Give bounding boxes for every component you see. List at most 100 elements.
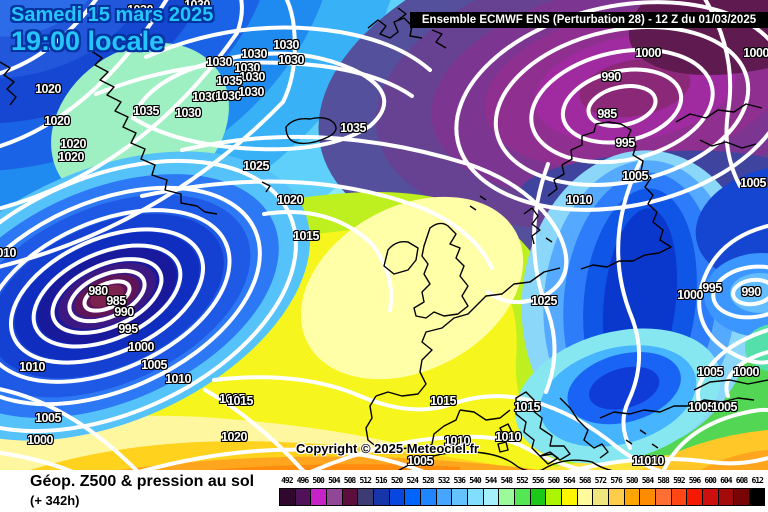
colorbar-tick: 552 <box>516 476 528 485</box>
colorbar-tick: 548 <box>500 476 513 485</box>
pressure-label: 1010 <box>0 246 16 260</box>
pressure-label: 1020 <box>221 430 247 444</box>
pressure-label: 1030 <box>234 61 260 75</box>
coastlines <box>0 7 768 470</box>
colorbar-swatch <box>561 488 577 506</box>
pressure-label: 1005 <box>688 400 714 414</box>
pressure-label: 1030 <box>206 55 232 69</box>
colorbar-tick: 544 <box>484 476 497 485</box>
pressure-label: 1000 <box>635 46 661 60</box>
colorbar-tick: 516 <box>375 476 387 485</box>
colorbar-swatch <box>279 488 295 506</box>
colorbar-swatch <box>435 488 452 506</box>
colorbar-swatch <box>294 488 311 506</box>
pressure-label: 1000 <box>733 365 759 379</box>
colorbar-swatch <box>341 488 358 506</box>
pressure-label: 1035 <box>216 74 242 88</box>
pressure-label: 1010 <box>165 372 191 386</box>
pressure-label: 990 <box>114 305 134 319</box>
valid-date: Samedi 15 mars 2025 <box>11 4 214 26</box>
pressure-label: 1020 <box>35 82 61 96</box>
pressure-label: 1005 <box>622 169 648 183</box>
colorbar-tick: 564 <box>563 476 575 485</box>
colorbar-swatch <box>545 488 562 506</box>
copyright-notice: Copyright © 2025 Meteociel.fr <box>296 441 479 456</box>
colorbar-tick: 556 <box>531 476 544 485</box>
colorbar-tick: 500 <box>312 476 324 485</box>
pressure-label: 1030 <box>127 3 153 17</box>
pressure-label: 1030 <box>215 89 241 103</box>
pressure-label: 1020 <box>58 150 84 164</box>
colorbar-swatch <box>498 488 515 506</box>
pressure-label: 1015 <box>293 229 319 243</box>
pressure-label: 1005 <box>697 365 723 379</box>
colorbar-swatch <box>686 488 703 506</box>
pressure-label: 1000 <box>128 340 154 354</box>
model-run-bar: Ensemble ECMWF ENS (Perturbation 28) - 1… <box>410 12 768 28</box>
pressure-label: 980 <box>88 284 108 298</box>
colorbar-swatch <box>670 488 687 506</box>
colorbar-tick: 496 <box>296 476 309 485</box>
colorbar-tick: 588 <box>657 476 669 485</box>
pressure-label: 995 <box>615 136 635 150</box>
colorbar-swatches <box>279 488 765 506</box>
pressure-label: 1010 <box>19 360 45 374</box>
geopotential-pressure-map-image <box>0 0 768 470</box>
pressure-label: 1010 <box>495 430 521 444</box>
colorbar-swatch <box>326 488 342 506</box>
colorbar-tick: 568 <box>578 476 591 485</box>
pressure-label: 1015 <box>227 394 253 408</box>
colorbar-tick: 608 <box>735 476 748 485</box>
colorbar-swatch <box>576 488 593 506</box>
legend-bar: Géop. Z500 & pression au sol (+ 342h) 49… <box>0 470 768 512</box>
pressure-label: 1030 <box>192 90 218 104</box>
colorbar-tick: 520 <box>390 476 403 485</box>
colorbar-swatch <box>388 488 405 506</box>
colorbar-tick: 524 <box>406 476 419 485</box>
colorbar-tick: 492 <box>281 476 293 485</box>
colorbar-swatch <box>404 488 421 506</box>
pressure-label: 1025 <box>531 294 557 308</box>
pressure-label: 1005 <box>407 454 433 468</box>
pressure-label: 1035 <box>133 104 159 118</box>
pressure-label: 995 <box>118 322 138 336</box>
pressure-label: 1030 <box>241 47 267 61</box>
pressure-label: 1010 <box>566 193 592 207</box>
colorbar-swatch <box>702 488 718 506</box>
colorbar-swatch <box>592 488 609 506</box>
colorbar-swatch <box>608 488 624 506</box>
colorbar-swatch <box>373 488 389 506</box>
pressure-label: 1020 <box>44 114 70 128</box>
colorbar-swatch <box>529 488 546 506</box>
map-parameter-title: Géop. Z500 & pression au sol <box>30 473 255 490</box>
colorbar-swatch <box>482 488 499 506</box>
colorbar-swatch <box>420 488 436 506</box>
forecast-lead-time: (+ 342h) <box>30 493 80 508</box>
pressure-label: 1025 <box>243 159 269 173</box>
colorbar-tick: 572 <box>594 476 607 485</box>
colorbar-tick: 540 <box>469 476 481 485</box>
pressure-labels-layer: 1030 1030 1020 1020 1020 1020 1035 1030 1030 1030… <box>0 0 768 468</box>
colorbar-tick: 560 <box>547 476 560 485</box>
colorbar-swatch <box>639 488 656 506</box>
colorbar-tick: 576 <box>610 476 622 485</box>
colorbar-swatch <box>310 488 327 506</box>
pressure-label: 1035 <box>340 121 366 135</box>
colorbar-tick-labels: 492 496 500 504 508 512 516 520 524 528 532 536 540 5… <box>279 476 765 486</box>
colorbar-tick: 512 <box>359 476 371 485</box>
pressure-label: 11010 <box>632 454 664 468</box>
pressure-label: 1000 <box>743 46 768 60</box>
pressure-label: 995 <box>702 281 722 295</box>
colorbar-swatch <box>514 488 530 506</box>
colorbar-swatch <box>717 488 734 506</box>
colorbar-swatch <box>733 488 750 506</box>
colorbar-tick: 612 <box>751 476 763 485</box>
pressure-label: 1030 <box>184 0 210 12</box>
colorbar-swatch <box>749 488 765 506</box>
pressure-label: 1000 <box>27 433 53 447</box>
pressure-label: 1015 <box>430 394 456 408</box>
colorbar-swatch <box>623 488 640 506</box>
colorbar-tick: 528 <box>422 476 434 485</box>
colorbar-tick: 532 <box>437 476 450 485</box>
pressure-label: 1030 <box>238 85 264 99</box>
